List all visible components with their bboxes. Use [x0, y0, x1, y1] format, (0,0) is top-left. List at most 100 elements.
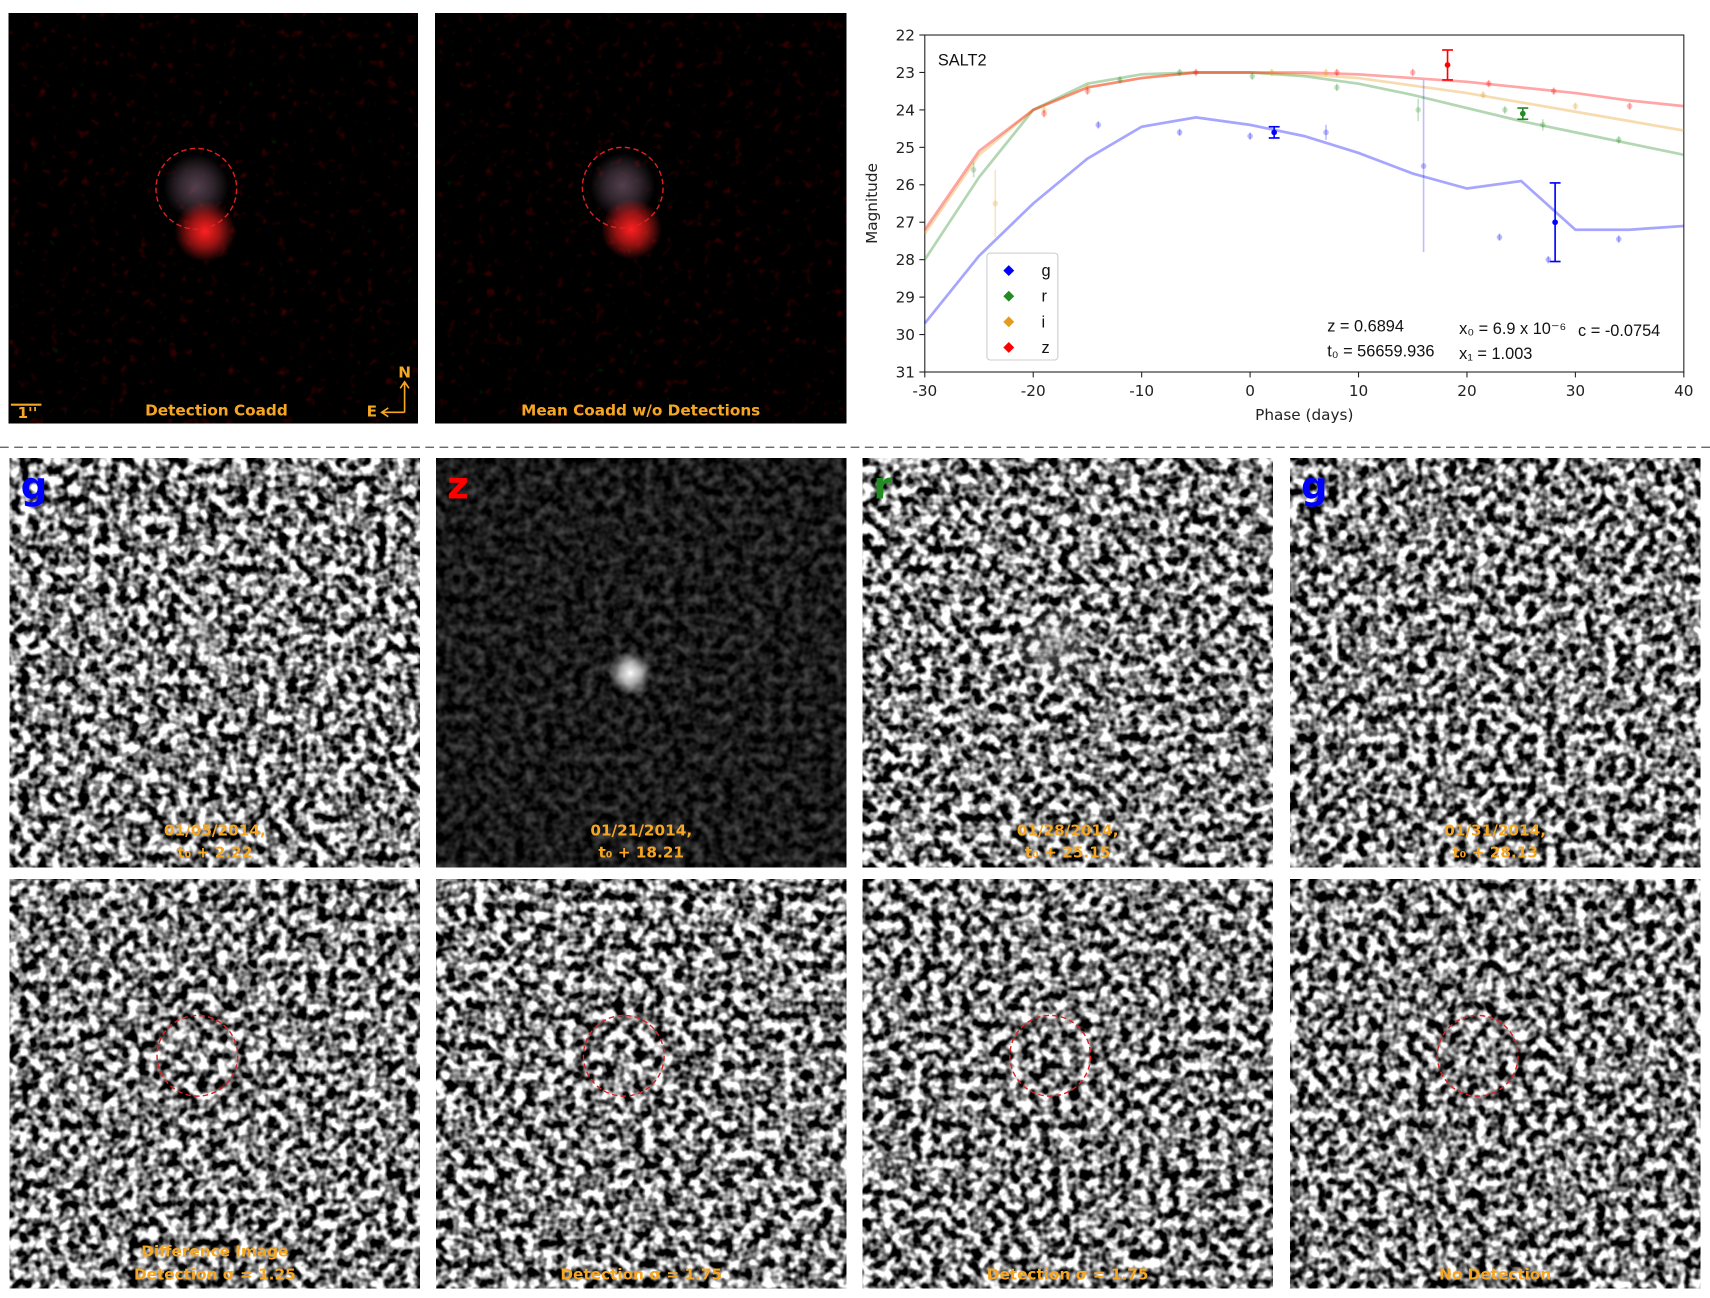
data-point: [1502, 107, 1508, 113]
data-point: [970, 166, 977, 173]
data-point: [1420, 163, 1427, 169]
legend-marker: [1003, 342, 1015, 353]
data-point: [1084, 84, 1091, 91]
data-point: [1323, 69, 1329, 76]
data-point: [1409, 69, 1416, 76]
data-point: [1193, 69, 1199, 76]
x-tick-label: -30: [912, 382, 937, 400]
legend-marker: [1003, 290, 1015, 302]
data-point: [1323, 129, 1329, 136]
caption: Mean Coadd w/o Detections: [521, 402, 760, 420]
y-tick-label: 23: [896, 64, 915, 82]
y-tick-label: 24: [896, 101, 915, 119]
epoch-date: 01/31/2014,: [1444, 821, 1546, 839]
y-tick-label: 25: [896, 139, 915, 157]
data-point: [1271, 129, 1278, 136]
y-tick-label: 26: [896, 176, 915, 194]
data-point: [1249, 73, 1256, 80]
epoch-phase: t₀ + 25.15: [1025, 843, 1111, 861]
image-panel: [9, 878, 421, 1289]
data-point: [1626, 103, 1633, 109]
legend-label: r: [1041, 288, 1047, 306]
aperture: [156, 1014, 239, 1097]
legend-box: [986, 252, 1059, 361]
legend-label: i: [1041, 313, 1045, 331]
data-point: [1117, 77, 1123, 83]
y-tick-label: 29: [896, 289, 915, 307]
image-panel: [862, 878, 1274, 1289]
image-panel: [1289, 878, 1701, 1289]
legend-label: z: [1041, 339, 1049, 357]
fit-parameter: x₁ = 1.003: [1459, 345, 1532, 363]
caption: Difference Image: [141, 1242, 288, 1260]
band-label: z: [447, 465, 469, 508]
data-point: [1334, 84, 1340, 91]
data-point: [1268, 69, 1275, 76]
caption: Detection σ = 1.75: [987, 1265, 1149, 1283]
data-point: [1519, 110, 1526, 117]
data-point: [1415, 107, 1422, 113]
caption: Detection σ = 1.75: [560, 1265, 722, 1283]
data-point: [1480, 92, 1487, 98]
data-point: [1485, 80, 1492, 87]
x-tick-label: -20: [1021, 382, 1046, 400]
band-label: g: [1301, 465, 1328, 508]
data-point: [1572, 103, 1579, 109]
source: [600, 198, 662, 260]
legend-label: g: [1041, 262, 1050, 280]
aperture: [581, 146, 664, 229]
data-point: [1552, 219, 1558, 226]
x-axis-label: Phase (days): [1255, 406, 1353, 424]
caption: Detection Coadd: [145, 402, 288, 420]
data-point: [1095, 122, 1102, 128]
image-panel: [435, 878, 847, 1289]
image-panel: [1289, 457, 1701, 868]
data-point: [1041, 107, 1047, 113]
aperture: [1436, 1014, 1519, 1097]
x-tick-label: 30: [1566, 382, 1585, 400]
aperture: [1009, 1014, 1092, 1097]
epoch-phase: t₀ + 28.13: [1452, 843, 1538, 861]
fit-parameter: z = 0.6894: [1327, 318, 1404, 336]
scale-label: 1'': [17, 404, 37, 422]
data-point: [1247, 133, 1253, 139]
aperture: [155, 147, 238, 230]
data-point: [1615, 137, 1622, 143]
y-tick-label: 22: [896, 26, 915, 44]
source: [179, 608, 228, 657]
data-point: [992, 200, 999, 207]
aperture: [582, 1014, 665, 1097]
epoch-phase: t₀ + 2.22: [177, 843, 252, 861]
image-panel: [9, 457, 421, 868]
data-point: [1084, 88, 1091, 95]
compass-north: N: [398, 363, 411, 381]
model-curve: [923, 71, 1685, 261]
epoch-date: 01/05/2014,: [164, 821, 266, 839]
source: [608, 651, 653, 695]
fit-parameter: x₀ = 6.9 x 10⁻⁶: [1459, 320, 1566, 338]
fit-parameter: t₀ = 56659.936: [1327, 343, 1434, 361]
caption: No Detection: [1439, 1265, 1551, 1283]
data-point: [1334, 69, 1340, 76]
model-curve: [923, 71, 1685, 235]
x-tick-label: 0: [1245, 382, 1255, 400]
chart-title: SALT2: [938, 52, 987, 70]
x-tick-label: 20: [1457, 382, 1476, 400]
data-point: [1444, 62, 1451, 68]
compass-east: E: [367, 403, 377, 421]
data-point: [1176, 69, 1183, 76]
x-tick-label: 40: [1674, 382, 1693, 400]
y-tick-label: 27: [896, 214, 915, 232]
x-tick-label: 10: [1349, 382, 1368, 400]
y-axis-label: Magnitude: [863, 163, 881, 244]
caption: Detection σ = 1.25: [134, 1265, 296, 1283]
y-tick-label: 28: [896, 251, 915, 269]
data-point: [1496, 234, 1503, 241]
data-point: [1540, 122, 1546, 128]
epoch-date: 01/21/2014,: [590, 821, 692, 839]
data-point: [1041, 110, 1047, 117]
band-label: r: [874, 465, 893, 508]
data-point: [1615, 236, 1622, 242]
fit-parameter: c = -0.0754: [1578, 322, 1660, 340]
